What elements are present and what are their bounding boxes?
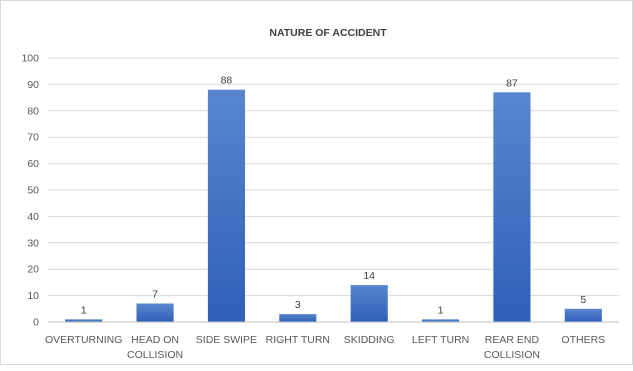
x-tick-label: OTHERS bbox=[561, 334, 605, 346]
bar bbox=[422, 319, 460, 322]
data-label: 88 bbox=[221, 75, 233, 87]
y-tick-label: 100 bbox=[21, 53, 39, 65]
gridlines bbox=[48, 57, 619, 297]
data-label: 5 bbox=[580, 294, 586, 306]
bar bbox=[564, 308, 602, 322]
bar bbox=[279, 314, 317, 322]
y-tick-label: 50 bbox=[27, 185, 39, 197]
bar bbox=[493, 92, 531, 322]
data-label: 87 bbox=[506, 77, 518, 89]
y-tick-label: 90 bbox=[27, 79, 39, 91]
y-tick-label: 60 bbox=[27, 158, 39, 170]
y-tick-label: 30 bbox=[27, 237, 39, 249]
y-tick-label: 80 bbox=[27, 105, 39, 117]
x-axis-ticks: OVERTURNING HEAD ON COLLISION SIDE SWIPE RIG… bbox=[45, 334, 605, 361]
data-label: 1 bbox=[81, 304, 87, 316]
bar bbox=[207, 89, 245, 323]
x-tick-label: REAR END COLLISION bbox=[484, 334, 540, 361]
data-label: 14 bbox=[363, 270, 375, 282]
x-tick-label: SKIDDING bbox=[344, 334, 395, 346]
bar bbox=[350, 285, 388, 322]
x-tick-label: SIDE SWIPE bbox=[196, 334, 257, 346]
y-tick-label: 10 bbox=[27, 290, 39, 302]
y-tick-label: 40 bbox=[27, 211, 39, 223]
data-label: 1 bbox=[438, 304, 444, 316]
bars bbox=[65, 89, 602, 323]
data-labels: 1 7 88 3 14 1 87 5 bbox=[81, 75, 587, 317]
y-tick-label: 70 bbox=[27, 132, 39, 144]
chart-title: NATURE OF ACCIDENT bbox=[269, 27, 387, 39]
data-label: 3 bbox=[295, 299, 301, 311]
x-tick-label: HEAD ON COLLISION bbox=[127, 334, 183, 361]
x-tick-label: RIGHT TURN bbox=[266, 334, 330, 346]
data-label: 7 bbox=[152, 289, 158, 301]
y-axis-ticks: 0 10 20 30 40 50 60 70 80 90 100 bbox=[21, 53, 39, 329]
y-tick-label: 20 bbox=[27, 264, 39, 276]
bar bbox=[65, 319, 103, 322]
y-tick-label: 0 bbox=[33, 317, 39, 329]
x-tick-label: LEFT TURN bbox=[412, 334, 469, 346]
bar bbox=[136, 303, 174, 322]
x-tick-label: OVERTURNING bbox=[45, 334, 122, 346]
